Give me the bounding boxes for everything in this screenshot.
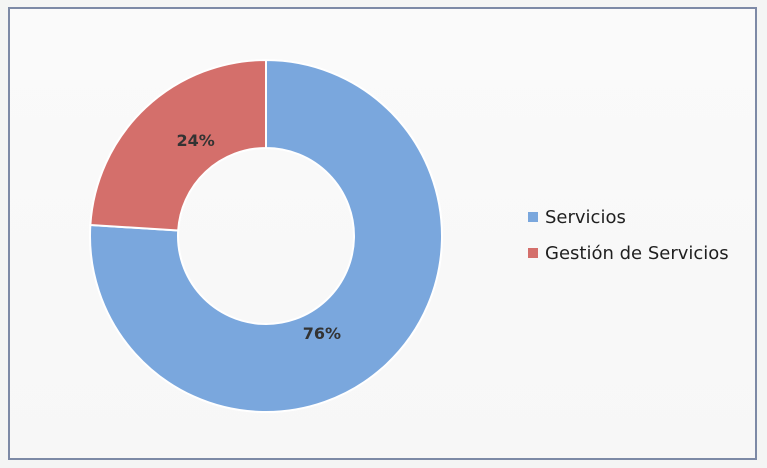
legend-label-gestion-de-servicios: Gestión de Servicios [545, 242, 729, 264]
legend-label-servicios: Servicios [545, 206, 626, 228]
data-label-servicios: 76% [303, 324, 341, 343]
legend-swatch-gestion-de-servicios [528, 248, 538, 258]
legend-item-gestion-de-servicios: Gestión de Servicios [528, 235, 729, 271]
chart-legend: Servicios Gestión de Servicios [528, 199, 729, 271]
legend-swatch-servicios [528, 212, 538, 222]
donut-slice-gestion-de-servicios [89, 58, 267, 232]
donut-slice-servicios [89, 58, 443, 413]
data-label-gestion-de-servicios: 24% [176, 131, 214, 150]
legend-item-servicios: Servicios [528, 199, 729, 235]
